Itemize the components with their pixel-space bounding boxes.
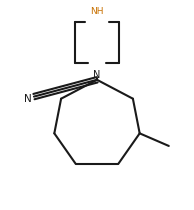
Text: N: N (93, 70, 101, 80)
Text: N: N (24, 94, 32, 104)
Text: NH: NH (90, 7, 104, 16)
